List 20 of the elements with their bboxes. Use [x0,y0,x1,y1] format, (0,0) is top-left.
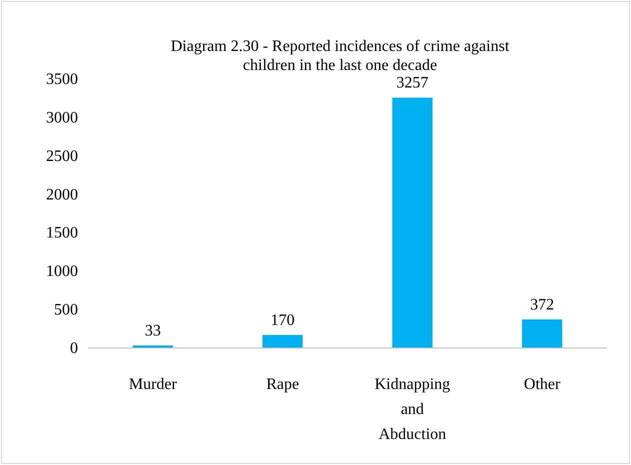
x-tick-label: Rape [266,376,300,393]
y-tick-label: 0 [70,340,78,357]
y-tick-label: 1000 [46,263,78,280]
x-tick-label: Other [524,376,562,393]
bar [392,98,432,348]
x-tick-label: Murder [128,376,178,393]
y-tick-label: 2000 [46,186,78,204]
data-label: 3257 [396,74,428,92]
y-tick-label: 1500 [46,224,78,242]
y-tick-label: 500 [54,302,78,319]
x-tick-label: Kidnapping and Abduction [374,376,450,443]
y-tick-label: 3500 [46,71,78,88]
data-label: 33 [144,322,161,340]
y-tick-label: 2500 [46,148,78,165]
data-label: 372 [530,296,554,314]
y-tick-label: 3000 [46,109,78,126]
chart-title: Diagram 2.30 - Reported incidences of crime against children in the last one decade [170,38,510,74]
bar [522,319,562,348]
data-label: 170 [270,312,295,329]
bar [262,334,303,348]
